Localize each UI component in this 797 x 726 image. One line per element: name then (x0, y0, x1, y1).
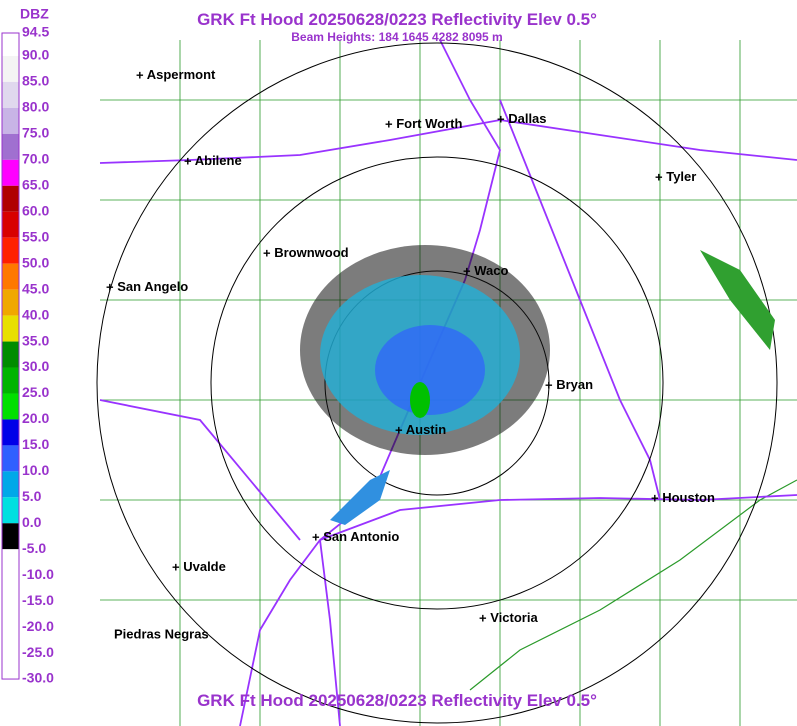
legend-label: 80.0 (22, 99, 49, 115)
legend-label: 0.0 (22, 514, 42, 530)
color-legend: 94.5 90.0 85.0 80.0 75.0 70.0 65.0 60.0 55.0 50.0… (1, 24, 54, 686)
legend-label: 85.0 (22, 73, 49, 89)
legend-label: 20.0 (22, 410, 49, 426)
city-label: + Fort Worth (385, 116, 462, 131)
legend-swatch (2, 56, 19, 82)
legend-label: -30.0 (22, 670, 54, 686)
legend-swatch (2, 185, 19, 212)
legend-label: 65.0 (22, 177, 49, 193)
legend-label: 25.0 (22, 384, 49, 400)
legend-swatch (2, 81, 19, 108)
legend-label: 15.0 (22, 436, 49, 452)
legend-swatch (2, 497, 19, 524)
legend-swatch (2, 341, 19, 368)
legend-label: -20.0 (22, 618, 54, 634)
radar-echoes (300, 245, 775, 525)
legend-swatch (2, 33, 19, 56)
legend-label: 55.0 (22, 228, 49, 244)
legend-frame (1, 32, 20, 680)
legend-swatch (2, 445, 19, 472)
city-label: + Dallas (497, 111, 547, 126)
legend-label: 75.0 (22, 125, 49, 141)
legend-label: 90.0 (22, 47, 49, 63)
city-label: + Tyler (655, 169, 696, 184)
legend-swatch (2, 419, 19, 446)
legend-label: -15.0 (22, 592, 54, 608)
footer-title: GRK Ft Hood 20250628/0223 Reflectivity E… (197, 691, 597, 710)
title: GRK Ft Hood 20250628/0223 Reflectivity E… (197, 10, 597, 29)
legend-label: -10.0 (22, 566, 54, 582)
legend-swatch (2, 289, 19, 316)
legend-label: 94.5 (22, 24, 49, 40)
legend-swatch (2, 237, 19, 264)
subtitle: Beam Heights: 184 1645 4282 8095 m (291, 30, 502, 44)
legend-swatch (2, 575, 19, 602)
city-label: + San Antonio (312, 529, 399, 544)
legend-swatch (2, 549, 19, 576)
legend-swatch (2, 471, 19, 498)
highways (99, 39, 797, 726)
legend-label: 35.0 (22, 332, 49, 348)
legend-swatch (2, 653, 19, 680)
city-label: Piedras Negras (114, 626, 209, 641)
legend-swatch (2, 315, 19, 342)
legend-label: 45.0 (22, 280, 49, 296)
legend-swatch (2, 263, 19, 290)
city-label: + Victoria (479, 610, 538, 625)
city-label: + Austin (395, 422, 446, 437)
city-label: + Waco (463, 263, 508, 278)
city-label: + Aspermont (136, 67, 216, 82)
legend-swatch (2, 107, 19, 134)
legend-label: -5.0 (22, 540, 46, 556)
legend-label: 40.0 (22, 306, 49, 322)
legend-label: 30.0 (22, 358, 49, 374)
city-label: + Abilene (184, 153, 242, 168)
legend-swatch (2, 393, 19, 420)
city-label: + Uvalde (172, 559, 226, 574)
legend-swatch (2, 367, 19, 394)
legend-label: -25.0 (22, 644, 54, 660)
range-rings (96, 42, 778, 724)
legend-swatch (2, 627, 19, 654)
legend-label: 60.0 (22, 202, 49, 218)
legend-swatch (2, 601, 19, 628)
city-label: + San Angelo (106, 279, 188, 294)
legend-swatch (2, 211, 19, 238)
city-layer: + Aspermont + Fort Worth + Dallas + Abil… (106, 67, 715, 641)
city-label: + Houston (651, 490, 715, 505)
legend-swatch (2, 159, 19, 186)
legend-swatch (2, 523, 19, 550)
legend-swatch (2, 133, 19, 160)
legend-label: 10.0 (22, 462, 49, 478)
legend-label: 70.0 (22, 151, 49, 167)
legend-label: 50.0 (22, 254, 49, 270)
legend-label: 5.0 (22, 488, 42, 504)
city-label: + Brownwood (263, 245, 349, 260)
city-label: + Bryan (545, 377, 593, 392)
legend-unit: DBZ (20, 6, 49, 22)
